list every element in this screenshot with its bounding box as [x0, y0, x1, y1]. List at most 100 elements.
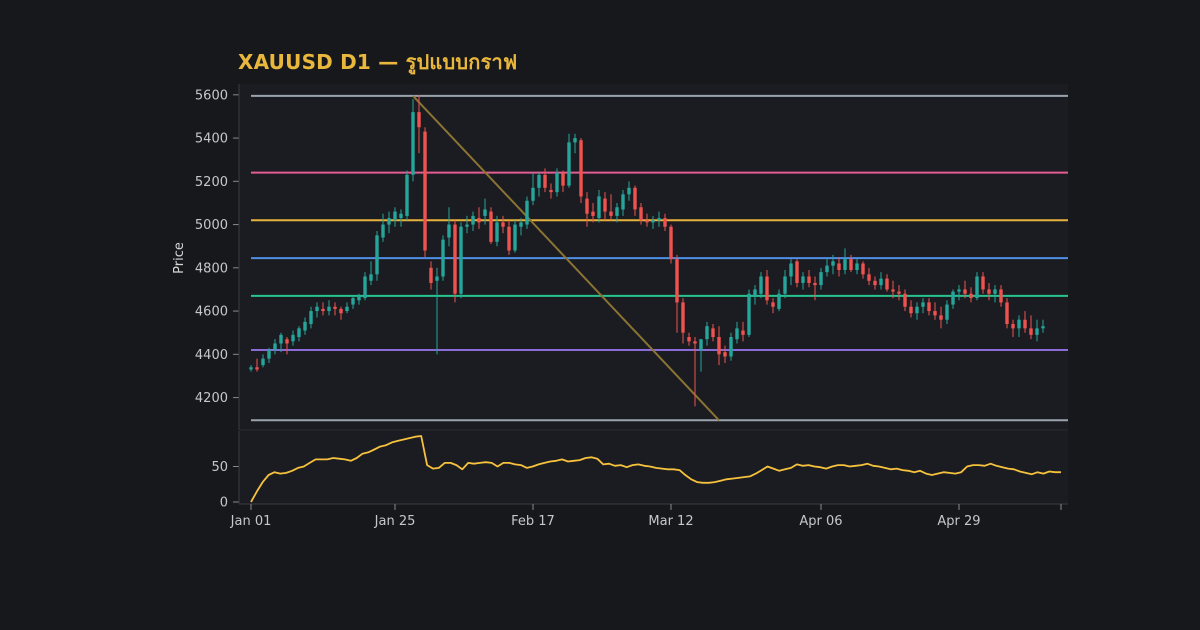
candle-body — [885, 278, 889, 290]
candle-body — [789, 263, 793, 277]
candle-body — [405, 174, 409, 216]
candle-body — [735, 328, 739, 340]
candle-body — [849, 259, 853, 270]
candle-body — [501, 222, 505, 227]
candle-body — [1017, 319, 1021, 329]
candle-body — [681, 302, 685, 333]
candle-body — [591, 211, 595, 216]
candle-body — [993, 289, 997, 294]
candle-body — [999, 289, 1003, 303]
candle-body — [729, 337, 733, 357]
candle-body — [705, 326, 709, 340]
candle-body — [273, 343, 277, 350]
candle-body — [465, 224, 469, 227]
trendline — [412, 95, 720, 421]
candle-body — [645, 220, 649, 223]
candle-body — [909, 306, 913, 314]
candle-body — [867, 274, 871, 281]
candle-body — [381, 224, 385, 238]
candle-body — [537, 174, 541, 188]
x-tick-label: Apr 06 — [799, 514, 842, 529]
candle-body — [639, 207, 643, 221]
candle-body — [1035, 328, 1039, 335]
horizontal-levels — [251, 94, 1068, 422]
candle-body — [297, 328, 301, 338]
candle-body — [393, 211, 397, 221]
candle-body — [873, 280, 877, 286]
candle-body — [387, 218, 391, 225]
candle-body — [585, 198, 589, 214]
candle-body — [279, 334, 283, 344]
candle-body — [759, 276, 763, 294]
candle-body — [855, 263, 859, 270]
candle-body — [435, 276, 439, 281]
candle-body — [1041, 326, 1045, 329]
candle-body — [813, 282, 817, 286]
candle-body — [675, 259, 679, 303]
price-panel — [239, 84, 1068, 430]
candle-body — [945, 304, 949, 320]
candle-body — [615, 207, 619, 216]
candle-body — [519, 222, 523, 227]
candle-body — [963, 289, 967, 294]
x-tick-label: Jan 25 — [374, 514, 416, 529]
candle-body — [309, 311, 313, 325]
candle-body — [549, 189, 553, 193]
y-tick-label: 4200 — [195, 391, 228, 406]
candle-body — [957, 289, 961, 292]
candle-body — [315, 306, 319, 312]
candle-body — [357, 295, 361, 301]
candle-body — [255, 367, 259, 370]
y-tick-label: 4400 — [195, 348, 228, 363]
candle-body — [489, 211, 493, 242]
candle-body — [861, 263, 865, 275]
indicator-group — [250, 435, 1061, 503]
x-tick-label: Feb 17 — [511, 514, 555, 529]
candle-body — [603, 198, 607, 212]
candle-body — [339, 308, 343, 314]
candle-body — [687, 337, 691, 342]
y-axis-label: Price — [172, 242, 187, 274]
chart-title: XAUUSD D1 — รูปแบบกราฟ — [238, 50, 518, 74]
candle-body — [555, 172, 559, 193]
candle-body — [495, 222, 499, 242]
candle-body — [879, 278, 883, 286]
candle-body — [291, 334, 295, 342]
candle-body — [951, 291, 955, 305]
candle-body — [783, 276, 787, 294]
candle-body — [801, 276, 805, 283]
candle-body — [975, 276, 979, 299]
candle-body — [267, 349, 271, 359]
candle-body — [609, 211, 613, 216]
y-tick-label: 5400 — [195, 132, 228, 147]
candle-body — [897, 291, 901, 294]
candle-body — [1029, 328, 1033, 335]
candle-body — [303, 321, 307, 331]
candle-body — [651, 220, 655, 223]
candle-body — [261, 358, 265, 366]
candle-body — [441, 239, 445, 277]
candle-body — [333, 306, 337, 309]
trendline-group — [412, 95, 720, 421]
candle-body — [753, 289, 757, 296]
candle-body — [483, 209, 487, 216]
candle-body — [939, 315, 943, 320]
axes-group: 4200 4400 4600 4800 5000 5200 5400 5600 0 50 Jan 0… — [195, 84, 1068, 529]
y-tick-label: 4600 — [195, 305, 228, 320]
candle-body — [825, 265, 829, 273]
candle-body — [933, 311, 937, 316]
x-tick-label: Mar 12 — [648, 514, 693, 529]
candles-group — [249, 94, 1045, 407]
candle-body — [429, 267, 433, 283]
x-tick-label: Apr 29 — [937, 514, 980, 529]
candle-body — [777, 293, 781, 309]
candle-body — [981, 276, 985, 290]
candle-body — [669, 226, 673, 260]
y-tick-label: 5600 — [195, 88, 228, 103]
candle-body — [471, 215, 475, 225]
candle-body — [543, 174, 547, 188]
candle-body — [795, 261, 799, 283]
candle-body — [597, 196, 601, 219]
candle-body — [453, 224, 457, 294]
